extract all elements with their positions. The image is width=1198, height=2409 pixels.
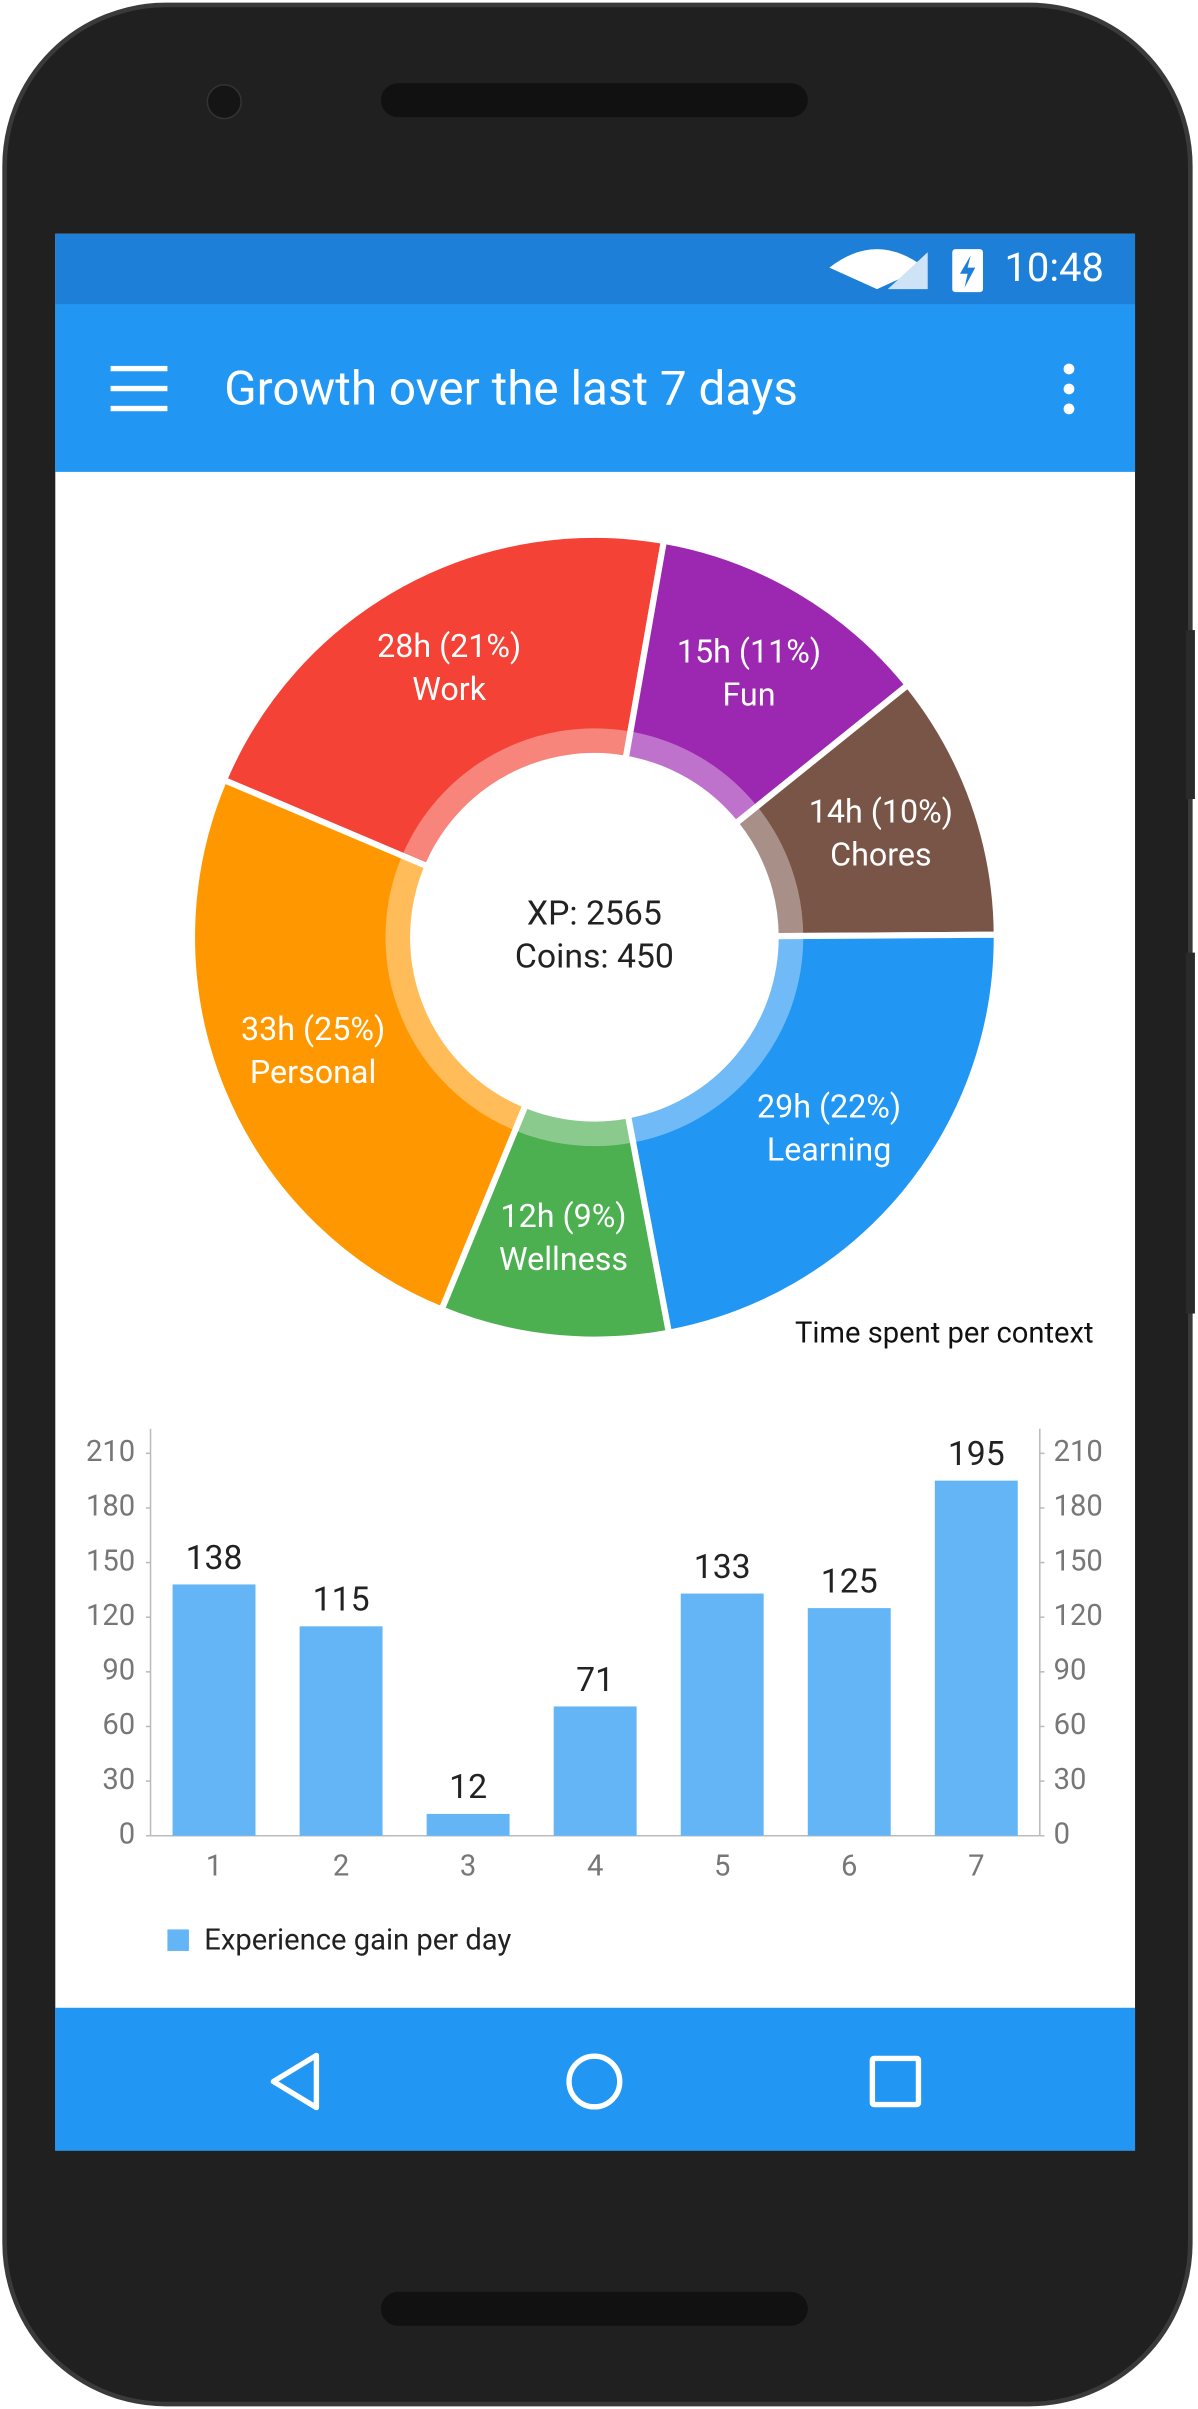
y-tick-label: 120 <box>86 1599 135 1633</box>
center-text: XP: 2565 <box>527 895 662 934</box>
donut-slice <box>622 537 913 828</box>
slice-category-label: Learning <box>767 1131 892 1169</box>
bar <box>553 1706 637 1836</box>
bar-value-label: 71 <box>576 1661 614 1700</box>
bar-value-label: 12 <box>449 1768 487 1807</box>
dot <box>1063 363 1075 375</box>
y2-tick-label: 210 <box>1054 1435 1103 1469</box>
slice-inner-ring <box>385 852 530 1132</box>
bar-value-label: 195 <box>948 1435 1005 1474</box>
x-tick-label: 1 <box>206 1850 222 1884</box>
slice-category-label: Personal <box>250 1053 376 1091</box>
menu-line <box>110 365 168 372</box>
battery-bolt <box>959 255 976 288</box>
bar-value-label: 115 <box>313 1581 370 1620</box>
slice-value-label: 29h (22%) <box>757 1088 901 1126</box>
side-button <box>1185 630 1195 800</box>
chart-description: Time spent per context <box>795 1317 1094 1351</box>
bar-value-label: 125 <box>821 1562 878 1601</box>
wifi-icon <box>829 249 925 290</box>
donut-chart: 28h (21%) Work 15h (11%) Fun 14h (10%) Chores… <box>188 531 1000 1343</box>
back-button[interactable] <box>270 2052 320 2111</box>
y2-tick-label: 150 <box>1054 1544 1103 1578</box>
y2-tick-label: 180 <box>1054 1490 1103 1524</box>
bar <box>934 1480 1018 1836</box>
y-tick-label: 180 <box>86 1490 135 1524</box>
signal-icon <box>887 252 928 290</box>
y2-tick-label: 120 <box>1054 1599 1103 1633</box>
slice-category-label: Fun <box>722 675 775 713</box>
y-tick-label: 0 <box>119 1817 135 1851</box>
dot <box>1063 403 1075 415</box>
x-tick-label: 6 <box>841 1850 857 1884</box>
overflow-button[interactable] <box>1063 363 1075 415</box>
camera <box>206 84 242 120</box>
slice-value-label: 15h (11%) <box>677 632 821 670</box>
speaker <box>380 83 808 118</box>
side-button <box>1185 952 1195 1314</box>
donut-slice <box>188 775 530 1314</box>
recents-button[interactable] <box>869 2055 922 2108</box>
bar <box>426 1813 510 1836</box>
speaker <box>380 2291 808 2326</box>
y-tick-label: 90 <box>102 1654 135 1688</box>
donut-slice <box>219 531 668 871</box>
slice-value-label: 12h (9%) <box>501 1197 627 1235</box>
bar <box>680 1593 764 1836</box>
legend-label: Experience gain per day <box>204 1923 511 1957</box>
nav-bar <box>55 2007 1136 2151</box>
y2-tick-label: 0 <box>1054 1817 1070 1851</box>
y-tick-label: 150 <box>86 1544 135 1578</box>
x-tick-label: 5 <box>714 1850 730 1884</box>
y2-tick-label: 30 <box>1054 1763 1087 1797</box>
slice-value-label: 14h (10%) <box>809 792 953 830</box>
menu-line <box>110 385 168 392</box>
y2-tick-label: 90 <box>1054 1654 1087 1688</box>
bar-value-label: 133 <box>694 1548 751 1587</box>
y-tick-label: 30 <box>102 1763 135 1797</box>
legend-swatch <box>167 1929 189 1951</box>
x-tick-label: 7 <box>968 1850 984 1884</box>
bar <box>172 1584 256 1836</box>
center-text: Coins: 450 <box>515 938 674 977</box>
home-button[interactable] <box>566 2053 623 2110</box>
dot <box>1063 383 1075 395</box>
x-tick-label: 2 <box>333 1850 349 1884</box>
slice-value-label: 33h (25%) <box>241 1010 385 1048</box>
slice-category-label: Wellness <box>499 1240 628 1278</box>
bar-chart: 0306090120150180210030609012015018021013… <box>86 1428 1103 1957</box>
donut-slice <box>624 931 1000 1337</box>
bar <box>807 1608 891 1836</box>
y2-tick-label: 60 <box>1054 1708 1087 1742</box>
x-tick-label: 4 <box>587 1850 603 1884</box>
bar <box>299 1626 383 1836</box>
y-tick-label: 60 <box>102 1708 135 1742</box>
donut-slice <box>731 680 1000 940</box>
slice-category-label: Chores <box>830 835 932 873</box>
status-time: 10:48 <box>1004 244 1103 291</box>
app-bar <box>55 304 1136 472</box>
bar-value-label: 138 <box>186 1539 243 1578</box>
menu-line <box>110 405 168 412</box>
x-tick-label: 3 <box>460 1850 476 1884</box>
slice-value-label: 28h (21%) <box>377 627 521 665</box>
app-title: Growth over the last 7 days <box>224 361 798 417</box>
y-tick-label: 210 <box>86 1435 135 1469</box>
slice-category-label: Work <box>412 670 486 708</box>
menu-button[interactable] <box>110 365 168 412</box>
